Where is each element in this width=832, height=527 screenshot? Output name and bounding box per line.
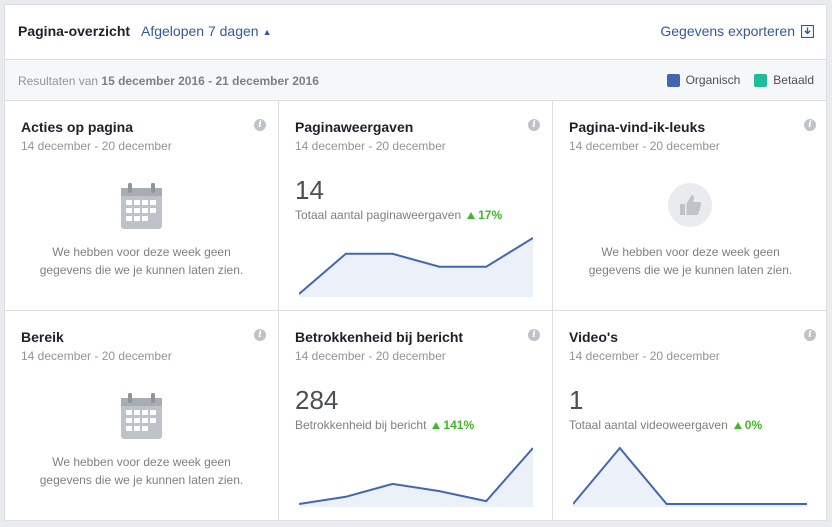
card-page-likes[interactable]: Pagina-vind-ik-leuks 14 december - 20 de…: [553, 101, 828, 311]
metric-subtitle: Betrokkenheid bij bericht 141%: [295, 418, 474, 432]
metric-value: 284: [295, 385, 339, 415]
metric-subtitle: Totaal aantal paginaweergaven 17%: [295, 208, 502, 222]
panel-title: Pagina-overzicht: [18, 23, 131, 39]
empty-line-2: gegevens die we je kunnen laten zien.: [588, 263, 793, 277]
empty-line-1: We hebben voor deze week geen: [601, 245, 780, 259]
card-date: 14 december - 20 december: [21, 349, 172, 363]
metric-subtitle: Totaal aantal videoweergaven 0%: [569, 418, 762, 432]
card-videos[interactable]: Video's 14 december - 20 december i 1 To…: [553, 311, 828, 521]
paid-swatch: [754, 73, 768, 87]
sparkline-line: [573, 446, 807, 505]
results-bar: Resultaten van 15 december 2016 - 21 dec…: [5, 60, 826, 101]
info-icon[interactable]: i: [528, 119, 540, 131]
calendar-icon: [121, 183, 162, 229]
empty-message: We hebben voor deze week geen gegevens di…: [553, 243, 828, 279]
thumbs-up-icon: [668, 183, 712, 227]
card-title: Acties op pagina: [21, 119, 134, 135]
empty-line-1: We hebben voor deze week geen: [52, 245, 231, 259]
empty-line-1: We hebben voor deze week geen: [52, 455, 231, 469]
card-page-views[interactable]: Paginaweergaven 14 december - 20 decembe…: [279, 101, 553, 311]
calendar-icon: [121, 393, 162, 439]
metric-subtitle-text: Totaal aantal videoweergaven: [569, 418, 728, 432]
legend-organic-label: Organisch: [685, 73, 741, 87]
trend-percent: 141%: [443, 418, 475, 432]
results-text: Resultaten van 15 december 2016 - 21 dec…: [18, 74, 319, 88]
legend-paid: Betaald: [754, 73, 814, 87]
trend-percent: 17%: [478, 208, 503, 222]
trend-up-icon: [432, 422, 441, 429]
sparkline: [299, 447, 533, 507]
sparkline: [573, 446, 807, 507]
legend-organic: Organisch: [666, 73, 741, 87]
card-date: 14 december - 20 december: [569, 349, 720, 363]
date-range-label: Afgelopen 7 dagen: [141, 23, 259, 39]
results-prefix: Resultaten van: [18, 74, 99, 88]
download-icon: [801, 24, 814, 38]
card-title: Video's: [569, 329, 618, 345]
trend-up-icon: [467, 212, 476, 219]
panel-header: Pagina-overzicht Afgelopen 7 dagen ▲︎ Geg…: [5, 5, 826, 60]
sparkline-area: [573, 448, 807, 507]
sparkline-line: [299, 237, 533, 295]
empty-line-2: gegevens die we je kunnen laten zien.: [39, 473, 244, 487]
legend: Organisch Betaald: [653, 73, 814, 87]
info-icon[interactable]: i: [254, 119, 266, 131]
export-label: Gegevens exporteren: [660, 23, 795, 39]
metric-value: 1: [569, 385, 584, 415]
results-date-range: 15 december 2016 - 21 december 2016: [101, 74, 319, 88]
info-icon[interactable]: i: [254, 329, 266, 341]
metric-subtitle-text: Totaal aantal paginaweergaven: [295, 208, 462, 222]
card-title: Betrokkenheid bij bericht: [295, 329, 464, 345]
empty-line-2: gegevens die we je kunnen laten zien.: [39, 263, 244, 277]
info-icon[interactable]: i: [528, 329, 540, 341]
card-date: 14 december - 20 december: [295, 349, 446, 363]
metric-value: 14: [295, 175, 324, 205]
info-icon[interactable]: i: [804, 119, 816, 131]
empty-message: We hebben voor deze week geen gegevens di…: [5, 453, 278, 489]
date-range-selector[interactable]: Afgelopen 7 dagen ▲︎: [141, 23, 271, 39]
empty-message: We hebben voor deze week geen gegevens di…: [5, 243, 278, 279]
trend-percent: 0%: [744, 418, 763, 432]
sparkline-line: [299, 447, 533, 505]
page-overview-panel: Pagina-overzicht Afgelopen 7 dagen ▲︎ Geg…: [4, 4, 828, 521]
organic-swatch: [666, 73, 680, 87]
card-post-engagement[interactable]: Betrokkenheid bij bericht 14 december - …: [279, 311, 553, 521]
metrics-grid: Acties op pagina 14 december - 20 decemb…: [5, 101, 828, 521]
export-data-link[interactable]: Gegevens exporteren: [660, 23, 814, 39]
card-date: 14 december - 20 december: [21, 139, 172, 153]
sparkline: [299, 237, 533, 297]
sparkline-area: [299, 238, 533, 297]
card-title: Paginaweergaven: [295, 119, 414, 135]
card-reach[interactable]: Bereik 14 december - 20 december i We he…: [5, 311, 279, 521]
trend-up-icon: [733, 422, 742, 429]
card-date: 14 december - 20 december: [295, 139, 446, 153]
legend-paid-label: Betaald: [773, 73, 814, 87]
metric-subtitle-text: Betrokkenheid bij bericht: [295, 418, 427, 432]
card-page-actions[interactable]: Acties op pagina 14 december - 20 decemb…: [5, 101, 279, 311]
sort-caret-icon: ▲︎: [262, 27, 272, 37]
info-icon[interactable]: i: [804, 329, 816, 341]
card-date: 14 december - 20 december: [569, 139, 720, 153]
card-title: Pagina-vind-ik-leuks: [569, 119, 706, 135]
card-title: Bereik: [21, 329, 64, 345]
